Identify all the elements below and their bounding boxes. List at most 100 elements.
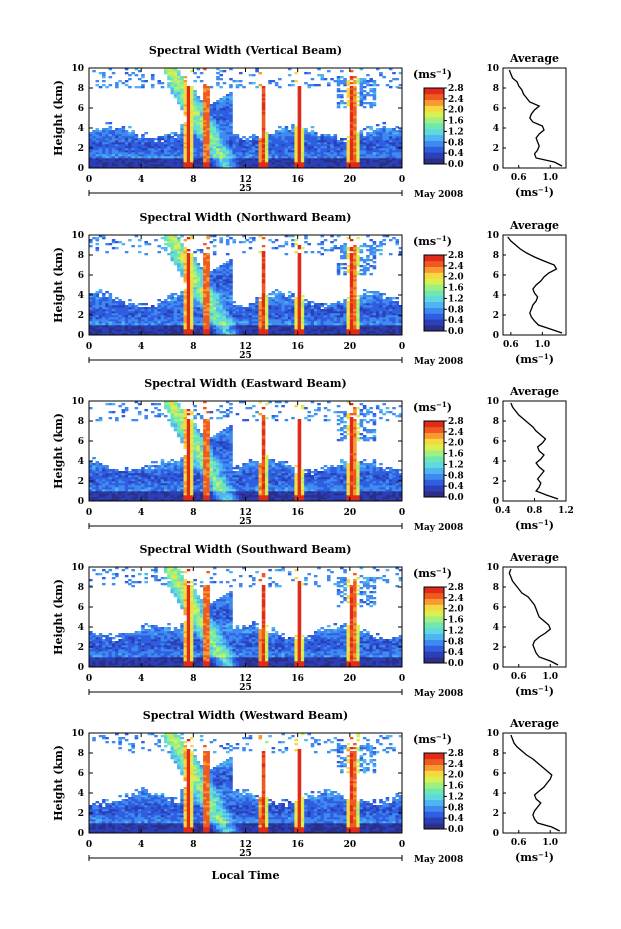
heatmap-cell [186, 327, 191, 330]
heatmap-cell [255, 327, 259, 330]
heatmap-cell [304, 237, 308, 240]
heatmap-cell [222, 275, 227, 278]
heatmap-cell [258, 148, 263, 151]
heatmap-cell [353, 311, 357, 314]
heatmap-cell [294, 333, 298, 336]
heatmap-cell [219, 160, 223, 163]
heatmap-cell [294, 317, 298, 320]
heatmap-cell [274, 158, 279, 161]
heatmap-cell [255, 158, 259, 161]
heatmap-cell [235, 317, 240, 320]
heatmap-cell [190, 265, 194, 268]
heatmap-cell [183, 92, 188, 95]
heatmap-cell [118, 144, 122, 147]
heatmap-cell [362, 293, 367, 296]
heatmap-cell [105, 243, 109, 246]
heatmap-cell [261, 255, 266, 258]
heatmap-cell [199, 162, 204, 165]
heatmap-cell [294, 148, 298, 151]
heatmap-cell [297, 136, 302, 139]
heatmap-cell [353, 80, 357, 83]
heatmap-cell [238, 333, 243, 336]
heatmap-cell [261, 86, 266, 89]
average-profile-line [508, 69, 563, 167]
heatmap-cell [147, 333, 152, 336]
heatmap-cell [102, 303, 106, 306]
heatmap-cell [199, 154, 204, 157]
heatmap-cell [294, 128, 298, 131]
heatmap-cell [265, 144, 269, 147]
heatmap-cell [274, 140, 279, 143]
heatmap-cell [323, 315, 328, 318]
heatmap-cell [177, 297, 181, 300]
heatmap-cell [261, 277, 266, 280]
heatmap-cell [225, 267, 230, 270]
heatmap-cell [375, 84, 380, 87]
heatmap-cell [141, 329, 145, 332]
heatmap-cell [209, 148, 214, 151]
heatmap-cell [300, 321, 305, 324]
heatmap-cell [150, 319, 155, 322]
heatmap-cell [131, 146, 135, 149]
heatmap-cell [190, 295, 194, 298]
heatmap-cell [157, 251, 162, 254]
heatmap-cell [92, 319, 96, 322]
heatmap-cell [297, 299, 302, 302]
heatmap-cell [180, 106, 184, 109]
heatmap-cell [167, 305, 171, 308]
heatmap-cell [160, 247, 165, 250]
heatmap-cell [212, 140, 217, 143]
heatmap-cell [212, 253, 217, 256]
heatmap-cell [102, 311, 106, 314]
heatmap-cell [229, 68, 233, 71]
heatmap-cell [186, 257, 191, 260]
heatmap-cell [349, 104, 354, 107]
heatmap-cell [242, 86, 246, 89]
heatmap-cell [343, 146, 347, 149]
heatmap-cell [209, 126, 214, 129]
heatmap-cell [124, 313, 129, 316]
heatmap-cell [336, 265, 341, 268]
heatmap-cell [336, 311, 341, 314]
heatmap-cell [300, 128, 305, 131]
heatmap-cell [359, 94, 364, 97]
heatmap-cell [261, 279, 266, 282]
heatmap-cell [346, 253, 351, 256]
heatmap-cell [310, 317, 315, 320]
heatmap-cell [304, 315, 308, 318]
heatmap-cell [108, 136, 113, 139]
heatmap-cell [190, 86, 194, 89]
heatmap-cell [343, 106, 347, 109]
heatmap-cell [193, 72, 197, 75]
heatmap-cell [333, 150, 338, 153]
heatmap-cell [196, 166, 201, 169]
heatmap-cell [98, 331, 103, 334]
heatmap-cell [304, 325, 308, 328]
heatmap-cell [235, 152, 240, 155]
heatmap-cell [385, 132, 390, 135]
heatmap-cell [284, 325, 289, 328]
heatmap-cell [147, 331, 152, 334]
heatmap-cell [160, 311, 165, 314]
heatmap-cell [128, 150, 132, 153]
heatmap-cell [294, 80, 298, 83]
heatmap-cell [278, 305, 282, 308]
heatmap-cell [219, 142, 223, 145]
heatmap-cell [366, 134, 370, 137]
heatmap-cell [209, 297, 214, 300]
heatmap-cell [144, 142, 148, 145]
heatmap-cell [180, 138, 184, 141]
heatmap-cell [274, 329, 279, 332]
heatmap-cell [212, 132, 217, 135]
heatmap-cell [313, 144, 318, 147]
heatmap-cell [343, 321, 347, 324]
heatmap-cell [284, 317, 289, 320]
heatmap-cell [242, 309, 246, 312]
heatmap-cell [291, 130, 295, 133]
heatmap-cell [248, 317, 253, 320]
heatmap-cell [128, 140, 132, 143]
heatmap-cell [359, 249, 364, 252]
heatmap-cell [216, 158, 220, 161]
heatmap-cell [196, 148, 201, 151]
heatmap-cell [115, 297, 119, 300]
